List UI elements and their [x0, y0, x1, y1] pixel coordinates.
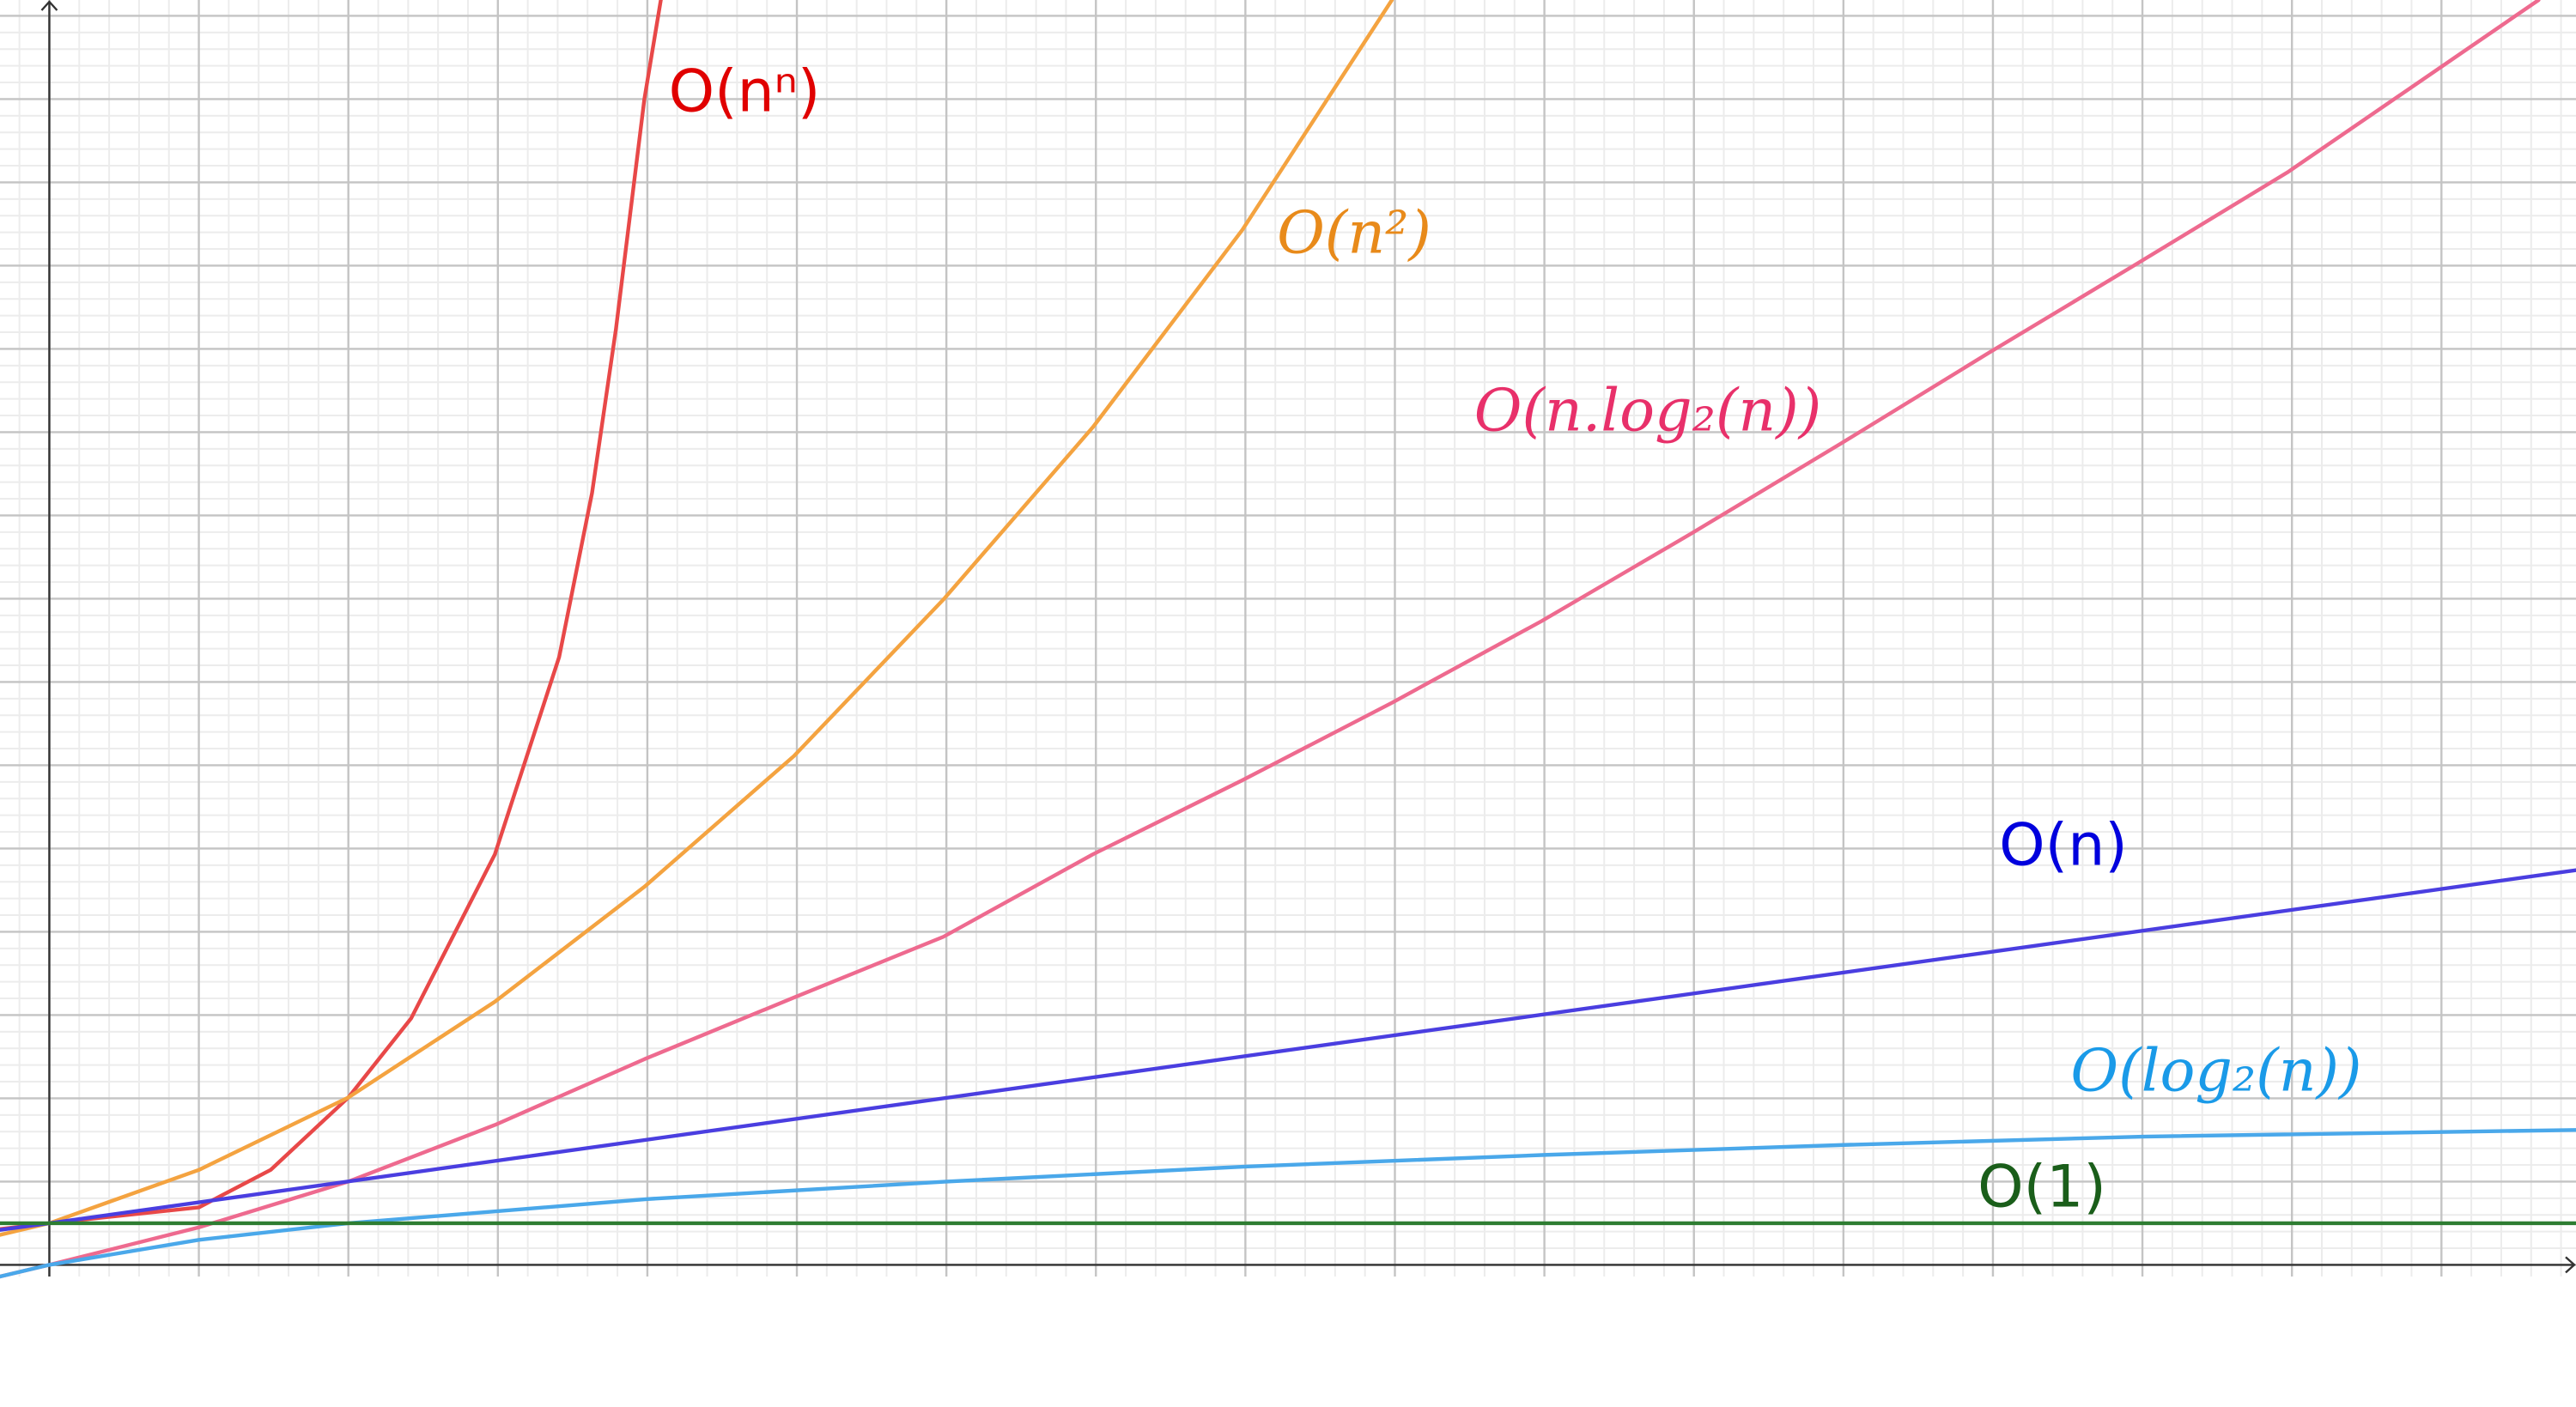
curve-labels: O(nⁿ) O(n²) O(n.log₂(n)) O(n) O(log₂(n)) O(1)	[669, 58, 2362, 1222]
curve-label: O(n.log₂(n))	[1474, 378, 1822, 446]
curve-label: O(1)	[1978, 1154, 2106, 1222]
curve	[0, 0, 2541, 1279]
curve	[0, 0, 663, 1231]
major-grid	[0, 0, 2576, 1277]
curve-label: O(nⁿ)	[669, 58, 821, 126]
y-axis-arrow	[40, 0, 58, 11]
curve	[0, 1128, 2576, 1279]
minor-grid	[0, 0, 2576, 1277]
axes	[0, 0, 2576, 1277]
curves	[0, 0, 2576, 1279]
curve-label: O(n)	[1999, 812, 2128, 880]
x-axis-arrow	[2565, 1256, 2576, 1274]
curve-label: O(log₂(n))	[2070, 1038, 2361, 1106]
curve	[0, 0, 1394, 1237]
curve-label: O(n²)	[1277, 200, 1431, 268]
